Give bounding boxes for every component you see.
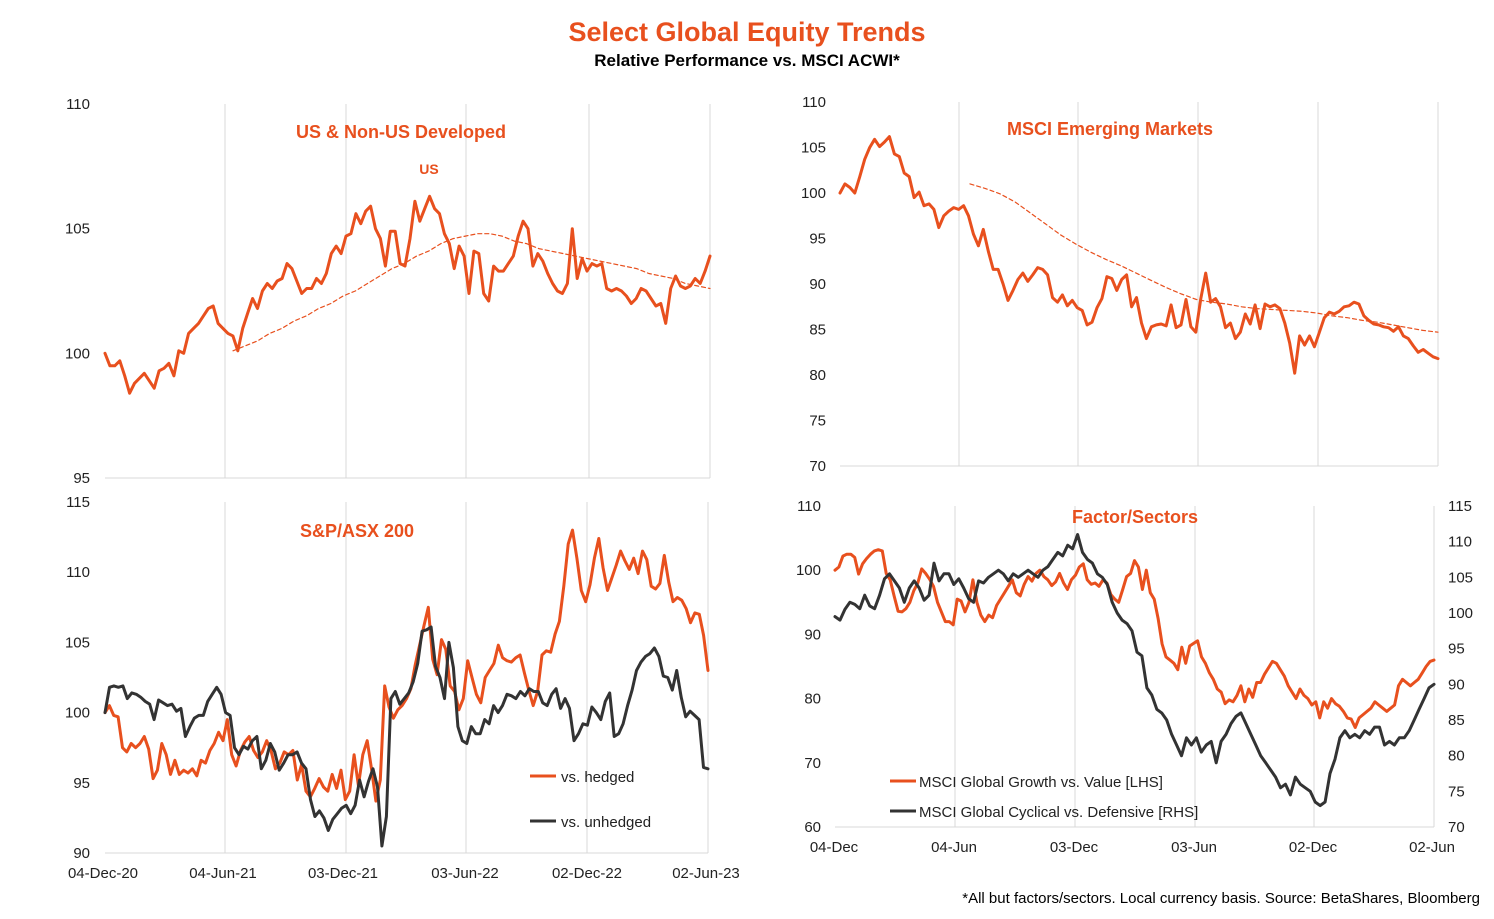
chart-subtitle-us: US	[419, 161, 438, 177]
series-line-asx-1	[103, 625, 710, 848]
x-tick-label-fs-5: 02-Jun	[1409, 839, 1455, 856]
x-tick-label-asx-0: 04-Dec-20	[68, 865, 138, 882]
x-tick-label-asx-3: 03-Jun-22	[431, 865, 499, 882]
x-tick-label-asx-4: 02-Dec-22	[552, 865, 622, 882]
y2-tick-label-fs-9: 115	[1448, 498, 1472, 515]
chart-title-asx-200: S&P/ASX 200	[300, 521, 414, 541]
y-tick-label-us-1: 100	[65, 345, 90, 362]
y-tick-label-em-6: 100	[801, 185, 826, 202]
x-tick-label-fs-2: 03-Dec	[1050, 839, 1099, 856]
y-tick-label-asx-3: 105	[65, 634, 90, 651]
main-subtitle: Relative Performance vs. MSCI ACWI*	[594, 51, 900, 70]
series-line-em-0	[838, 135, 1440, 375]
y2-tick-label-fs-6: 100	[1448, 605, 1473, 622]
y2-tick-label-fs-4: 90	[1448, 676, 1465, 693]
y2-tick-label-fs-1: 75	[1448, 783, 1465, 800]
legend-label-cyclical-defensive: MSCI Global Cyclical vs. Defensive [RHS]	[919, 804, 1198, 821]
y-tick-label-fs-4: 100	[796, 562, 821, 579]
y-tick-label-asx-0: 90	[73, 845, 90, 862]
plot-area-us: 95 100 105 110	[65, 96, 712, 487]
y-tick-label-asx-4: 110	[66, 564, 90, 581]
y-tick-label-em-8: 110	[802, 94, 826, 111]
main-title: Select Global Equity Trends	[568, 17, 926, 47]
series-line-em-1	[969, 183, 1439, 333]
y-tick-label-fs-2: 80	[804, 691, 821, 708]
y2-tick-label-fs-2: 80	[1448, 748, 1465, 765]
x-tick-label-fs-4: 02-Dec	[1289, 839, 1338, 856]
legend-label-hedged: vs. hedged	[561, 769, 634, 786]
y-tick-label-us-3: 110	[66, 96, 90, 113]
x-tick-label-fs-1: 04-Jun	[931, 839, 977, 856]
legend-label-unhedged: vs. unhedged	[561, 814, 651, 831]
x-tick-label-fs-0: 04-Dec	[810, 839, 859, 856]
series-line-fs-0	[833, 548, 1436, 729]
x-tick-label-fs-3: 03-Jun	[1171, 839, 1217, 856]
y-tick-label-em-4: 90	[809, 276, 826, 293]
y-tick-label-em-2: 80	[809, 367, 826, 384]
y-tick-label-asx-2: 100	[65, 705, 90, 722]
chart-title-factor-sectors: Factor/Sectors	[1072, 507, 1198, 527]
plot-area-fs: 60 70 80 90 100 110 70 75 80 85 90 95 100 105 110 115 04…	[796, 498, 1473, 856]
y-tick-label-em-0: 70	[809, 458, 826, 475]
series-line-fs-1	[833, 533, 1436, 808]
x-tick-label-asx-1: 04-Jun-21	[189, 865, 257, 882]
y-tick-label-fs-0: 60	[804, 819, 821, 836]
series-line-asx-0	[103, 528, 710, 803]
footnote: *All but factors/sectors. Local currency…	[962, 890, 1480, 907]
y-tick-label-em-3: 85	[809, 322, 826, 339]
y-tick-label-asx-1: 95	[73, 775, 90, 792]
chart-title-emerging-markets: MSCI Emerging Markets	[1007, 119, 1213, 139]
y-tick-label-fs-1: 70	[804, 755, 821, 772]
y2-tick-label-fs-0: 70	[1448, 819, 1465, 836]
plot-area-em: 70 75 80 85 90 95 100 105 110	[801, 94, 1440, 475]
y-tick-label-em-7: 105	[801, 140, 826, 157]
y-tick-label-fs-5: 110	[797, 498, 821, 515]
y-tick-label-us-2: 105	[65, 221, 90, 238]
legend-label-growth-value: MSCI Global Growth vs. Value [LHS]	[919, 774, 1163, 791]
y2-tick-label-fs-7: 105	[1448, 569, 1473, 586]
y-tick-label-asx-5: 115	[66, 494, 90, 511]
x-tick-label-asx-5: 02-Jun-23	[672, 865, 740, 882]
series-line-us-0	[103, 194, 712, 395]
y-tick-label-us-0: 95	[73, 470, 90, 487]
y-tick-label-em-5: 95	[809, 231, 826, 248]
y2-tick-label-fs-8: 110	[1448, 534, 1472, 551]
y-tick-label-fs-3: 90	[804, 626, 821, 643]
chart-title-us-developed: US & Non-US Developed	[296, 122, 506, 142]
y2-tick-label-fs-3: 85	[1448, 712, 1465, 729]
x-tick-label-asx-2: 03-Dec-21	[308, 865, 378, 882]
plot-area-asx: 90 95 100 105 110 115 04-Dec-20 04-Jun-21 03-Dec…	[65, 494, 740, 882]
series-line-us-1	[232, 233, 711, 352]
y-tick-label-em-1: 75	[809, 413, 826, 430]
y2-tick-label-fs-5: 95	[1448, 641, 1465, 658]
